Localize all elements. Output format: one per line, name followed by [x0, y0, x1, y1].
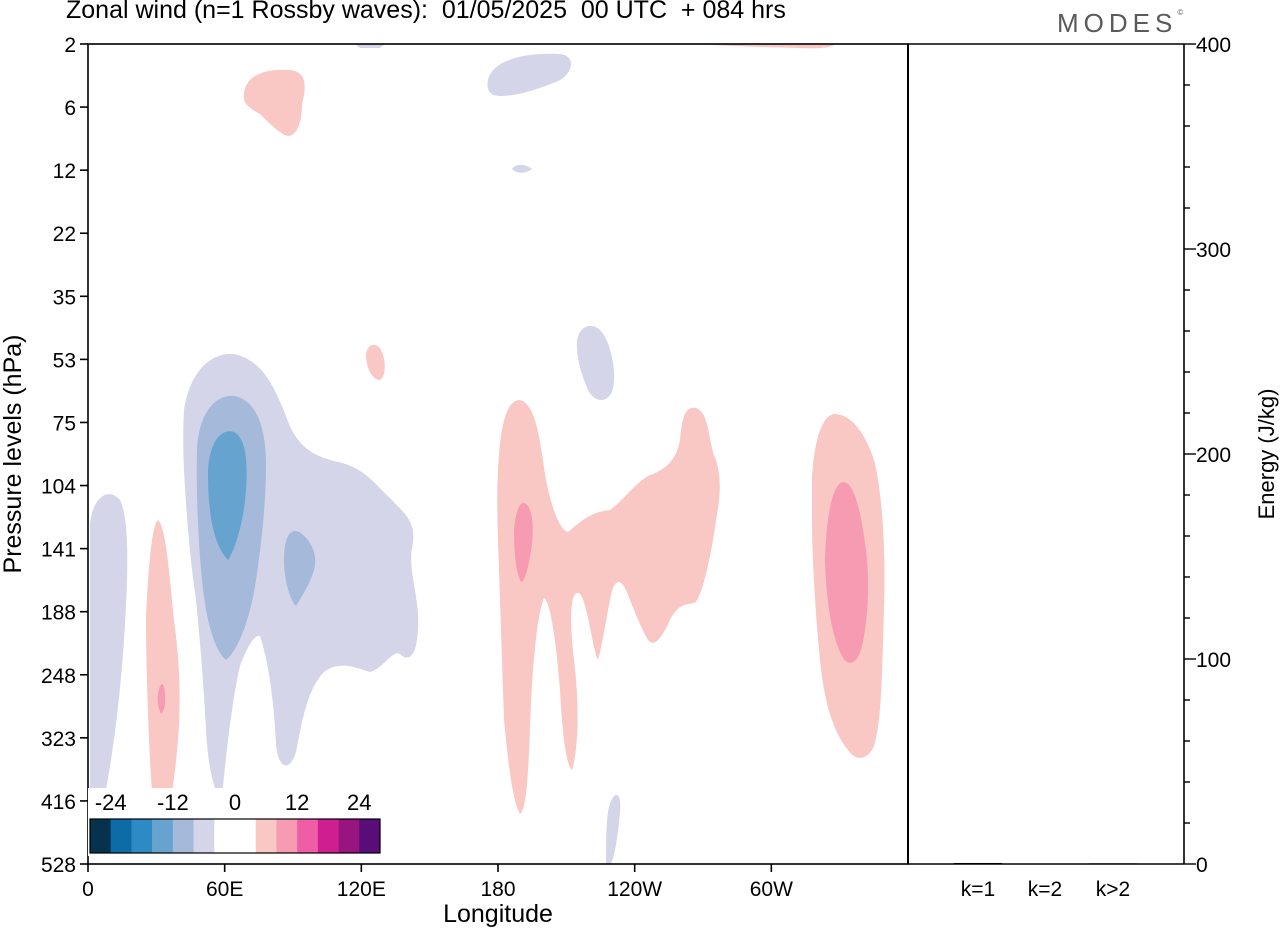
contour-neg-3-small-blob — [512, 164, 532, 173]
colorbar-swatch — [152, 819, 174, 853]
pressure-tick-label: 6 — [64, 97, 76, 120]
colorbar-label: 0 — [229, 790, 241, 815]
contour-neg-3-upper-jet — [487, 53, 572, 96]
colorbar-swatch — [172, 819, 194, 853]
colorbar-swatch — [90, 819, 112, 853]
pressure-tick-label: 22 — [53, 223, 76, 246]
colorbar-swatch — [193, 819, 215, 853]
colorbar-label: -12 — [157, 790, 189, 815]
chart-title: Zonal wind (n=1 Rossby waves): 01/05/202… — [66, 0, 786, 24]
colorbar-frame — [89, 818, 381, 854]
contour-pos-3-central-region — [497, 400, 720, 814]
longitude-tick-label: 120W — [607, 878, 662, 901]
colorbar-swatch — [297, 819, 319, 853]
pressure-tick-label: 2 — [64, 34, 76, 57]
pressure-tick-label: 528 — [41, 854, 76, 877]
pressure-tick-label: 75 — [53, 412, 76, 435]
contour-neg-3-mid-blob — [576, 326, 615, 401]
modes-logo: MODES© — [1057, 8, 1184, 38]
colorbar-swatch — [338, 819, 360, 853]
contour-pos-3-upper-left — [243, 69, 305, 136]
energy-tick-label: 100 — [1196, 649, 1231, 672]
energy-axis-label: Energy (J/kg) — [1254, 389, 1279, 520]
energy-bar — [1021, 863, 1069, 865]
contour-neg-3-bottom-streak — [606, 794, 621, 864]
pressure-tick-label: 188 — [41, 602, 76, 625]
pressure-tick-label: 248 — [41, 665, 76, 688]
contour-pos-6-center — [514, 503, 533, 582]
contour-pos-3-top-right — [700, 44, 835, 49]
contour-pos-6-right — [825, 482, 869, 663]
energy-tick-label: 0 — [1196, 854, 1208, 877]
longitude-axis: 0 60E 120E 180 120W 60W — [82, 864, 793, 901]
energy-axis-group: 0 100 200 300 400 k=1 k=2 k>2 — [954, 34, 1231, 901]
pressure-tick-label: 104 — [41, 476, 76, 499]
y-axis-label: Pressure levels (hPa) — [0, 335, 27, 574]
colorbar-swatch — [317, 819, 339, 853]
contour-pos-6-left — [157, 684, 166, 714]
longitude-tick-label: 180 — [480, 878, 515, 901]
pressure-tick-label: 141 — [41, 539, 76, 562]
colorbar-label: 24 — [347, 790, 371, 815]
colorbar: -24 -12 0 12 24 — [88, 788, 382, 856]
pressure-tick-label: 12 — [53, 160, 76, 183]
contour-neg-6-side — [284, 531, 316, 606]
colorbar-swatch — [214, 819, 236, 853]
contour-field — [90, 44, 885, 864]
longitude-tick-label: 0 — [82, 878, 94, 901]
contour-neg-3-top-left — [355, 44, 385, 48]
colorbar-swatch — [131, 819, 153, 853]
colorbar-swatch — [235, 819, 257, 853]
energy-bar — [1089, 863, 1137, 864]
colorbar-label: 12 — [285, 790, 309, 815]
brand-text: MODES — [1057, 8, 1178, 38]
pressure-axis: 2 6 12 22 35 53 75 104 141 188 248 323 416 528 — [41, 34, 88, 877]
energy-bar — [954, 862, 1002, 864]
colorbar-swatch — [255, 819, 277, 853]
pressure-tick-label: 416 — [41, 791, 76, 814]
longitude-tick-label: 120E — [337, 878, 386, 901]
energy-tick-label: 300 — [1196, 239, 1231, 262]
colorbar-label: -24 — [95, 790, 127, 815]
contour-pos-3-small-blob — [366, 344, 385, 380]
energy-tick-label: 400 — [1196, 34, 1231, 57]
energy-tick-label: 200 — [1196, 444, 1231, 467]
colorbar-swatch — [110, 819, 132, 853]
contour-neg-9-core — [208, 431, 247, 560]
energy-category-label: k>2 — [1096, 878, 1130, 901]
pressure-tick-label: 323 — [41, 728, 76, 751]
colorbar-swatch — [276, 819, 298, 853]
colorbar-swatch — [359, 819, 381, 853]
energy-category-label: k=1 — [961, 878, 995, 901]
pressure-tick-label: 53 — [53, 349, 76, 372]
x-axis-label: Longitude — [443, 900, 553, 928]
energy-category-label: k=2 — [1028, 878, 1062, 901]
longitude-tick-label: 60E — [206, 878, 243, 901]
pressure-tick-label: 35 — [53, 286, 76, 309]
contour-neg-3-left-column — [90, 494, 128, 811]
longitude-tick-label: 60W — [750, 878, 793, 901]
